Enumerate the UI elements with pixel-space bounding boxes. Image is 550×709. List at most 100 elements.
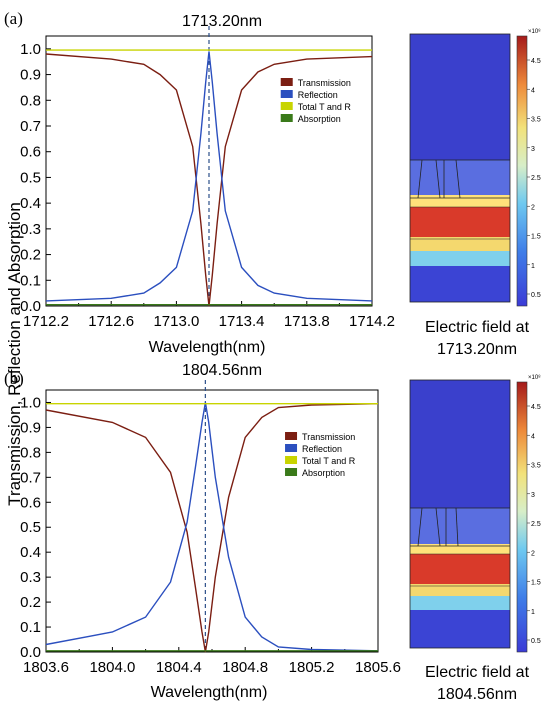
colorbar-tick-label-b: 3.5 [531,463,541,470]
colorbar-a-ticks: 4.5 4 3.5 3 2.5 2 1.5 1 0.5 [527,58,541,299]
field-map-a-grating-edge-1 [417,159,423,199]
series-transmission-a [45,53,373,307]
plot-area-a: 1712.2 1712.6 1713.0 1713.4 1713.8 1714.2 0.0 0… [20,26,395,330]
legend-label-total-t-and-r-b: Total T and R [302,456,356,466]
colorbar-tick-label-b: 2.5 [531,521,541,528]
colorbar-tick-label-a: 2 [531,204,535,211]
y-tick-label-b: 0.9 [20,419,41,436]
field-map-b-tail [410,596,510,610]
colorbar-tick-label-a: 3.5 [531,117,541,124]
series-transmission-b [45,403,379,653]
colorbar-tick-label-a: 1.5 [531,234,541,241]
colorbar-b-exponent: ×10⁸ [528,374,541,381]
x-axis-label-a: Wavelength(nm) [149,339,266,356]
field-map-b: ×10⁸ 4.5 4 3.5 3 2.5 2 1.5 1 0.5 Electric field … [409,374,541,703]
y-tick-label-b: 0.2 [20,594,41,611]
field-map-b-band-lower [410,584,510,596]
x-tick-label-b: 1805.6 [355,659,401,676]
field-map-a-tail [410,251,510,266]
y-tick-label-a: 0.7 [20,118,41,135]
y-tick-label-a: 0.5 [20,169,41,186]
x-tick-label-a: 1713.4 [219,313,265,330]
field-caption-a-line2: 1713.20nm [437,341,517,358]
y-tick-label-a: 0.9 [20,67,41,84]
panel-label-b: (b) [4,369,24,388]
panel-a: (a) 1713.20nm 1712.2 1712.6 1713.0 1713.4 17… [4,9,541,358]
x-tick-label-b: 1804.8 [222,659,268,676]
panel-b: (b) 1804.56nm 1803.6 1804.0 1804.4 1804.8 18… [4,362,541,703]
y-tick-label-a: 0.4 [20,195,41,212]
y-axis-label: Transmission, Reflection and Absorption [5,202,24,506]
resonance-label-b: 1804.56nm [182,362,262,379]
y-tick-label-b: 0.8 [20,444,41,461]
colorbar-tick-label-b: 2 [531,550,535,557]
legend-swatch-absorption-a [280,114,293,122]
y-tick-label-b: 0.3 [20,569,41,586]
y-tick-label-a: 0.1 [20,272,41,289]
colorbar-tick-label-b: 1 [531,609,535,616]
series-reflection-a [45,51,373,302]
legend-swatch-reflection-a [280,90,293,98]
colorbar-tick-label-b: 0.5 [531,638,541,645]
colorbar-tick-label-b: 1.5 [531,580,541,587]
plot-area-b: 1803.6 1804.0 1804.4 1804.8 1805.2 1805.6 0.0 0… [20,380,401,676]
series-reflection-b [45,402,379,652]
field-map-b-grating-edge-1 [417,507,423,547]
resonance-label-a: 1713.20nm [182,13,262,30]
legend-label-transmission-b: Transmission [302,432,355,442]
field-map-a-grating-edge-2 [435,159,441,199]
colorbar-tick-label-b: 4 [531,433,535,440]
y-tick-label-b: 0.7 [20,469,41,486]
y-tick-label-b: 0.4 [20,544,41,561]
legend-label-transmission-a: Transmission [298,78,351,88]
y-tick-label-b: 0.5 [20,519,41,536]
colorbar-tick-label-a: 0.5 [531,292,541,299]
legend-label-total-t-and-r-a: Total T and R [298,102,352,112]
field-map-a-grating-edge-4 [455,159,461,199]
colorbar-tick-label-b: 3 [531,492,535,499]
colorbar-b-ticks: 4.5 4 3.5 3 2.5 2 1.5 1 0.5 [527,404,541,645]
y-tick-label-b: 0.6 [20,494,41,511]
field-map-b-top-region [410,380,510,508]
x-axis-label-b: Wavelength(nm) [151,684,268,701]
field-caption-b-line2: 1804.56nm [437,686,517,703]
field-caption-b-line1: Electric field at [425,664,530,681]
colorbar-a-exponent: ×10⁸ [528,28,541,35]
field-map-b-frame [409,379,511,649]
y-tick-label-a: 0.2 [20,247,41,264]
legend-swatch-total-t-and-r-a [280,102,293,110]
x-tick-label-b: 1804.4 [156,659,202,676]
field-map-a-hotspot [410,207,510,237]
y-tick-label-b: 0.0 [20,644,41,661]
colorbar-tick-label-a: 4 [531,87,535,94]
legend-label-reflection-b: Reflection [302,444,342,454]
field-map-b-hotspot [410,554,510,584]
x-tick-label-b: 1804.0 [89,659,135,676]
colorbar-tick-label-a: 3 [531,146,535,153]
field-map-b-grating-edge-4 [455,507,459,547]
x-tick-label-b: 1805.2 [289,659,335,676]
x-tick-label-b: 1803.6 [23,659,69,676]
y-tick-label-a: 0.3 [20,221,41,238]
x-tick-label-a: 1712.6 [88,313,134,330]
field-map-a-band-lower [410,237,510,251]
legend-label-absorption-b: Absorption [302,468,345,478]
x-tick-label-a: 1712.2 [23,313,69,330]
colorbar-tick-label-a: 2.5 [531,175,541,182]
x-tick-label-a: 1713.8 [284,313,330,330]
field-map-a-grating-layer [410,160,510,195]
y-tick-label-a: 1.0 [20,41,41,58]
field-map-b-grating-layer [410,508,510,544]
y-tick-label-a: 0.8 [20,92,41,109]
colorbar-tick-label-a: 1 [531,263,535,270]
plot-frame-b [45,389,379,653]
field-map-b-band-upper [410,544,510,554]
field-map-b-grating-edge-2 [435,507,441,547]
colorbar-b [516,381,528,653]
colorbar-tick-label-b: 4.5 [531,404,541,411]
y-tick-label-b: 1.0 [20,394,41,411]
colorbar-a [516,35,528,307]
legend-label-absorption-a: Absorption [298,114,341,124]
panel-label-a: (a) [4,9,23,28]
